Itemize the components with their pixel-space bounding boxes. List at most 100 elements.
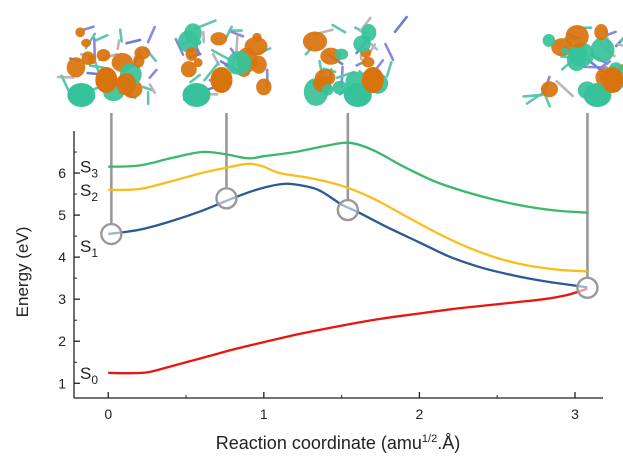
y-tick-label: 5 bbox=[58, 207, 66, 223]
orbital-lobe bbox=[565, 24, 589, 48]
orbital-lobe bbox=[133, 54, 145, 68]
x-axis-title-main: Reaction coordinate (amu bbox=[216, 433, 422, 453]
bond bbox=[369, 43, 377, 54]
orbital-lobe bbox=[322, 83, 334, 96]
plot-axes: 1 2 3 4 5 6 0 1 2 3 bbox=[58, 131, 603, 422]
orbital-lobe bbox=[542, 34, 556, 47]
orbital-lobe bbox=[334, 48, 349, 60]
y-tick-label: 4 bbox=[58, 249, 66, 265]
y-tick-label: 6 bbox=[58, 165, 66, 181]
orbital-lobe bbox=[193, 58, 203, 68]
bond bbox=[384, 42, 395, 62]
orbital-lobe bbox=[193, 38, 202, 46]
x-axis-title-sup: 1/2 bbox=[422, 433, 437, 445]
molecule-snapshot-2 bbox=[174, 19, 272, 107]
bond bbox=[203, 62, 220, 82]
orbital-lobe bbox=[353, 35, 371, 53]
orbital-lobe bbox=[75, 27, 86, 38]
bond bbox=[555, 79, 575, 98]
x-axis-title: Reaction coordinate (amu1/2.Å) bbox=[216, 433, 460, 453]
y-tick-label: 1 bbox=[58, 375, 66, 391]
orbital-lobe bbox=[251, 55, 267, 74]
orbital-lobe bbox=[184, 23, 202, 44]
orbital-lobe bbox=[67, 83, 96, 107]
bond bbox=[92, 36, 97, 60]
orbital-lobe bbox=[361, 56, 375, 68]
bond bbox=[148, 83, 157, 94]
bond bbox=[93, 33, 109, 42]
bond bbox=[522, 93, 544, 98]
orbital-lobe bbox=[252, 32, 262, 42]
state-label-s3: S3 bbox=[80, 158, 98, 181]
bond bbox=[142, 85, 155, 92]
molecule-snapshot-4 bbox=[522, 24, 623, 108]
orbital-lobe bbox=[185, 47, 198, 61]
orbital-lobe bbox=[210, 32, 228, 46]
highlight-markers bbox=[100, 187, 599, 300]
bond bbox=[82, 25, 95, 32]
molecule-snapshot-1 bbox=[56, 25, 158, 107]
orbital-lobe bbox=[88, 54, 97, 65]
bond bbox=[393, 15, 408, 34]
orbital-lobe bbox=[256, 78, 272, 96]
orbital-lobe bbox=[566, 48, 587, 72]
orbital-lobe bbox=[96, 48, 111, 62]
highlight-circle bbox=[336, 198, 360, 222]
orbital-lobe bbox=[343, 83, 372, 107]
series-lines bbox=[108, 141, 588, 375]
orbital-lobe bbox=[116, 72, 137, 96]
orbital-lobe bbox=[594, 24, 609, 41]
highlight-circle bbox=[100, 222, 123, 246]
x-tick-label: 3 bbox=[571, 406, 579, 422]
orbital-lobe bbox=[540, 81, 559, 98]
x-tick-label: 1 bbox=[260, 406, 268, 422]
orbital-lobe bbox=[66, 57, 86, 78]
state-label-s1: S1 bbox=[80, 237, 98, 260]
bond bbox=[210, 48, 232, 62]
bond bbox=[619, 38, 623, 42]
molecule-images bbox=[56, 15, 623, 108]
y-tick-label: 3 bbox=[58, 291, 66, 307]
molecule-snapshot-3 bbox=[302, 15, 408, 107]
bond bbox=[56, 75, 75, 79]
bond bbox=[331, 23, 347, 34]
bond bbox=[616, 43, 623, 47]
bond bbox=[146, 25, 157, 44]
bond bbox=[606, 30, 617, 36]
highlight-circle bbox=[576, 276, 599, 300]
orbital-lobe bbox=[314, 69, 336, 87]
bond bbox=[148, 68, 158, 80]
orbital-lobe bbox=[590, 37, 615, 63]
orbital-lobe bbox=[302, 31, 328, 52]
bond bbox=[116, 39, 121, 51]
x-axis-title-end: .Å) bbox=[437, 433, 460, 453]
bond bbox=[224, 25, 234, 40]
bond bbox=[385, 61, 393, 78]
y-tick-label: 2 bbox=[58, 333, 66, 349]
series-line-s0 bbox=[108, 287, 588, 375]
orbital-lobe bbox=[81, 38, 91, 48]
bond bbox=[118, 28, 123, 43]
bond bbox=[227, 29, 245, 38]
x-tick-label: 0 bbox=[104, 406, 112, 422]
bond bbox=[125, 38, 142, 45]
orbital-lobe bbox=[583, 83, 612, 107]
y-axis-title: Energy (eV) bbox=[13, 227, 32, 318]
state-label-s0: S0 bbox=[80, 364, 98, 387]
orbital-lobe bbox=[210, 67, 233, 93]
series-line-s2 bbox=[108, 162, 588, 273]
bond bbox=[88, 64, 105, 69]
highlight-circle bbox=[215, 187, 238, 210]
orbital-lobe bbox=[95, 67, 118, 93]
bond bbox=[189, 73, 202, 84]
state-label-s2: S2 bbox=[80, 181, 98, 204]
bond bbox=[235, 35, 239, 56]
x-tick-label: 2 bbox=[416, 406, 424, 422]
orbital-lobe bbox=[332, 80, 348, 95]
orbital-lobe bbox=[560, 47, 570, 55]
orbital-lobe bbox=[180, 61, 197, 78]
bond bbox=[60, 74, 72, 95]
orbital-lobe bbox=[361, 67, 384, 93]
